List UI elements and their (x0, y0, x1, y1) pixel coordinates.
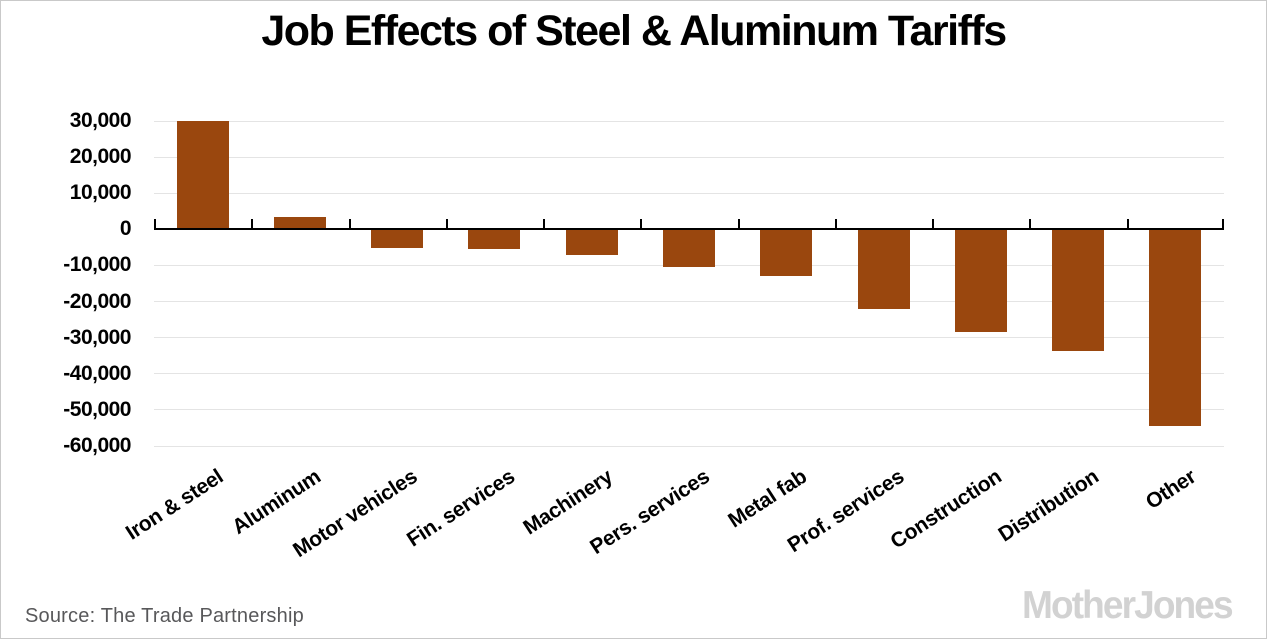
gridline-20000 (154, 156, 1224, 158)
y-tick-label--30000: -30,000 (63, 325, 131, 349)
bar-construction (954, 229, 1007, 332)
x-tick-label-metal-fab: Metal fab (724, 465, 811, 533)
gridline-30000 (154, 120, 1224, 122)
y-tick-label-20000: 20,000 (69, 145, 132, 169)
x-tick-label-other: Other (1141, 465, 1200, 514)
y-tick-label--20000: -20,000 (63, 289, 131, 313)
axis-tick-8 (932, 219, 935, 229)
gridline--50000 (154, 409, 1224, 411)
bar-motor-vehicles (371, 229, 424, 248)
y-tick-label-10000: 10,000 (69, 181, 132, 205)
y-tick-label--60000: -60,000 (63, 434, 131, 457)
y-tick-label-0: 0 (119, 217, 132, 241)
axis-tick-0 (154, 219, 156, 229)
gridline-10000 (154, 192, 1224, 194)
axis-tick-9 (1029, 219, 1032, 229)
axis-tick-6 (737, 219, 740, 229)
bar-fin-services (468, 229, 521, 249)
axis-tick-3 (445, 219, 448, 229)
bar-machinery (565, 229, 618, 255)
bar-distribution (1052, 229, 1105, 352)
bar-aluminum (273, 217, 326, 230)
gridline--20000 (154, 301, 1224, 303)
axis-tick-1 (251, 219, 254, 229)
motherjones-logo: MotherJones (1022, 584, 1234, 627)
gridline--60000 (154, 445, 1224, 447)
y-tick-label--10000: -10,000 (63, 253, 131, 277)
x-tick-label-distribution: Distribution (994, 465, 1103, 547)
axis-tick-10 (1126, 219, 1129, 229)
bar-metal-fab (760, 229, 813, 276)
axis-tick-5 (640, 219, 643, 229)
y-tick-label-30000: 30,000 (69, 109, 132, 132)
bar-iron-steel (176, 121, 229, 230)
gridline--30000 (154, 337, 1224, 339)
y-tick-label--50000: -50,000 (63, 397, 131, 421)
axis-tick-4 (543, 219, 546, 229)
plot-area (154, 120, 1224, 447)
x-tick-label-fin-services: Fin. services (403, 465, 519, 552)
y-tick-label--40000: -40,000 (63, 361, 131, 385)
axis-tick-7 (834, 219, 837, 229)
chart-title: Job Effects of Steel & Aluminum Tariffs (261, 7, 1007, 55)
zero-axis-line (154, 228, 1224, 231)
bar-other (1149, 229, 1202, 426)
axis-tick-2 (348, 219, 351, 229)
axis-tick-11 (1222, 219, 1224, 229)
bar-prof-services (857, 229, 910, 309)
bar-pers-services (663, 229, 715, 267)
x-tick-label-iron-steel: Iron & steel (121, 465, 228, 545)
gridline--40000 (154, 373, 1224, 375)
source-note: Source: The Trade Partnership (25, 605, 304, 627)
